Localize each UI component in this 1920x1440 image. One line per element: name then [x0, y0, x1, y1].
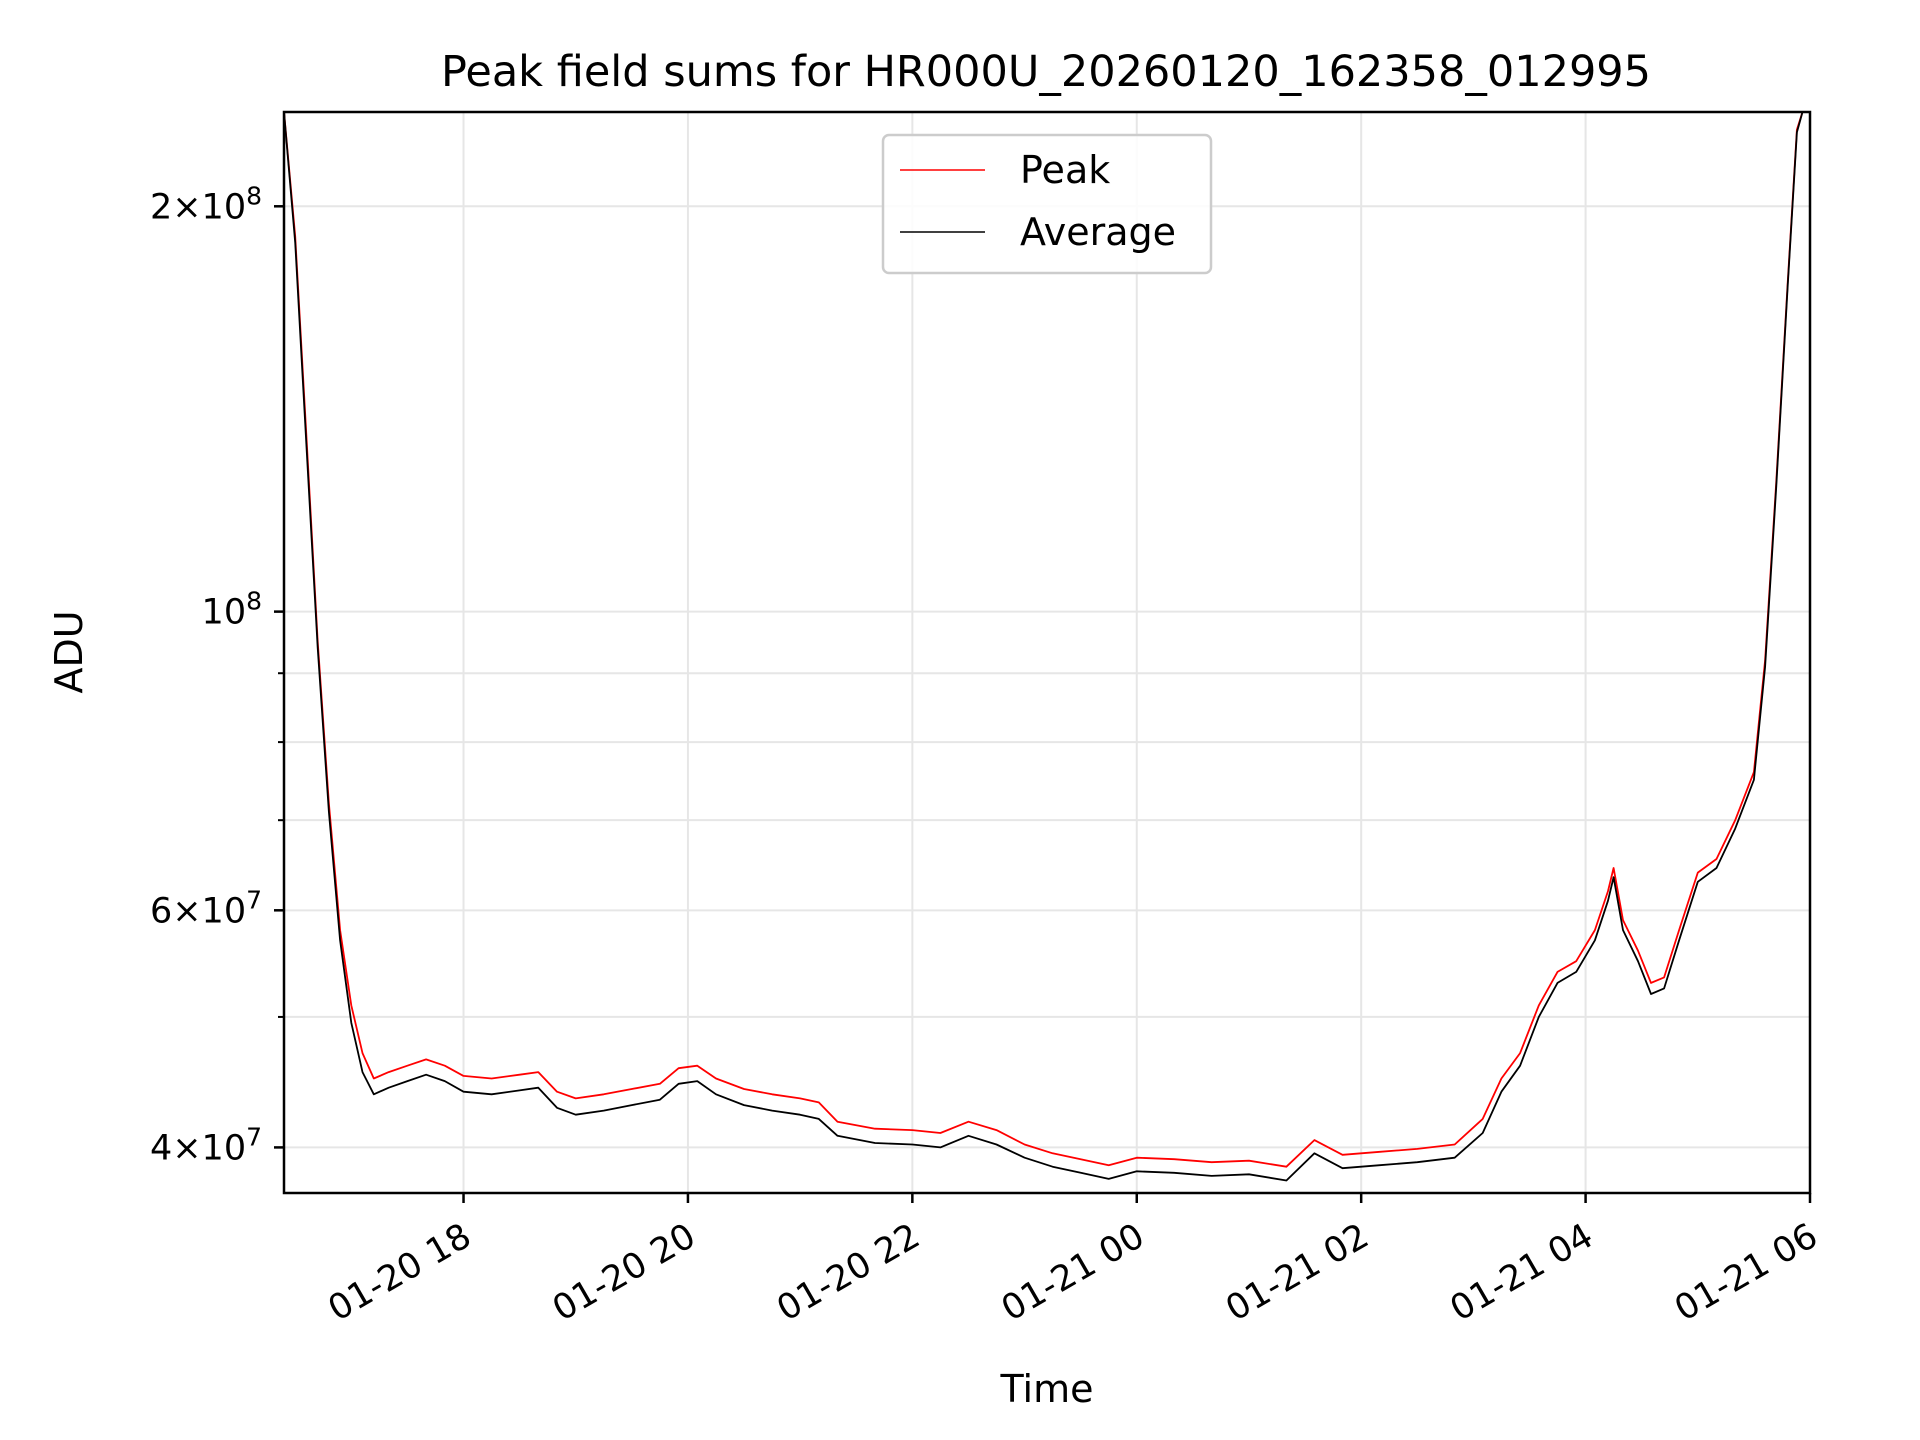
series-layer	[284, 112, 1804, 1182]
x-axis-label: Time	[1000, 1367, 1094, 1411]
y-axis: 4×107 6×107 108 2×108	[150, 181, 284, 1168]
y-tick-label: 6×107	[150, 885, 262, 931]
series-line-peak	[284, 112, 1804, 1168]
y-tick-label: 108	[202, 587, 262, 633]
y-axis-label: ADU	[47, 610, 91, 693]
y-tick-label: 2×108	[150, 181, 262, 227]
y-tick-label: 4×107	[150, 1122, 262, 1168]
chart-title: Peak field sums for HR000U_20260120_1623…	[441, 47, 1651, 97]
series-line-average	[284, 112, 1804, 1182]
legend-label-peak: Peak	[1020, 148, 1110, 192]
legend: Peak Average	[881, 133, 1213, 275]
plot-frame	[282, 110, 1812, 1195]
legend-label-average: Average	[1020, 210, 1176, 254]
